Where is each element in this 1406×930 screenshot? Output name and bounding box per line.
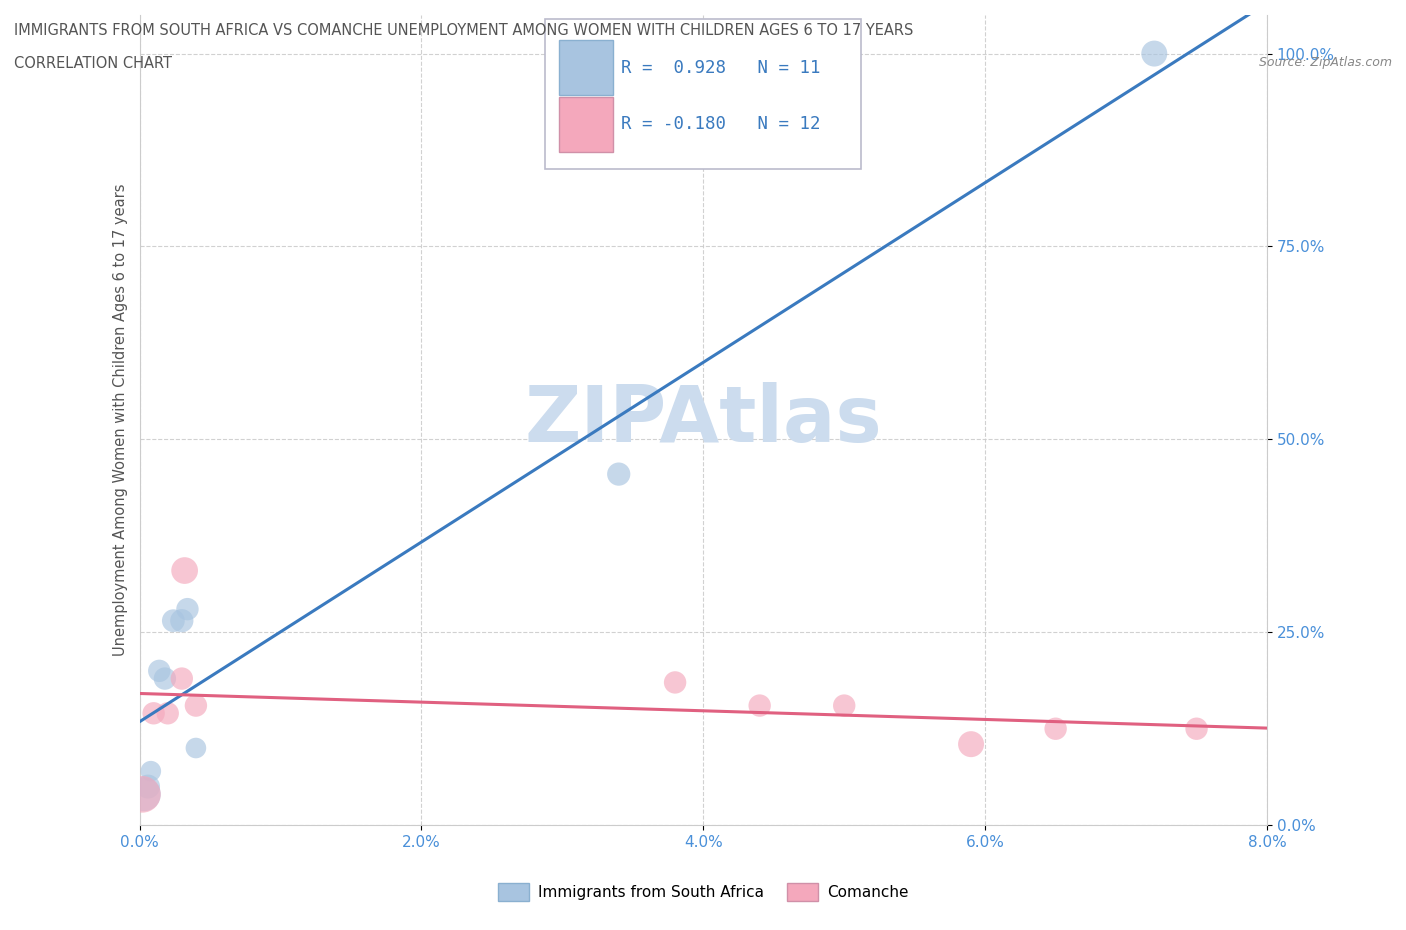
Point xyxy=(170,613,193,628)
FancyBboxPatch shape xyxy=(560,97,613,152)
Text: Source: ZipAtlas.com: Source: ZipAtlas.com xyxy=(1258,56,1392,69)
Point xyxy=(156,706,179,721)
Legend: Immigrants from South Africa, Comanche: Immigrants from South Africa, Comanche xyxy=(492,877,914,907)
Point xyxy=(1045,722,1067,737)
Point xyxy=(832,698,855,713)
Text: R =  0.928   N = 11: R = 0.928 N = 11 xyxy=(621,59,821,76)
Text: CORRELATION CHART: CORRELATION CHART xyxy=(14,56,172,71)
Point xyxy=(131,787,153,802)
Text: IMMIGRANTS FROM SOUTH AFRICA VS COMANCHE UNEMPLOYMENT AMONG WOMEN WITH CHILDREN : IMMIGRANTS FROM SOUTH AFRICA VS COMANCHE… xyxy=(14,23,914,38)
Text: R = -0.180   N = 12: R = -0.180 N = 12 xyxy=(621,115,821,133)
Point xyxy=(139,764,162,778)
FancyBboxPatch shape xyxy=(546,19,860,169)
FancyBboxPatch shape xyxy=(560,40,613,95)
Point xyxy=(176,602,198,617)
Point xyxy=(173,563,195,578)
Point xyxy=(153,671,176,686)
Point xyxy=(1185,722,1208,737)
Point xyxy=(184,740,207,755)
Point xyxy=(1143,46,1166,61)
Point xyxy=(170,671,193,686)
Point xyxy=(748,698,770,713)
Point xyxy=(607,467,630,482)
Point xyxy=(184,698,207,713)
Point xyxy=(142,706,165,721)
Point xyxy=(162,613,184,628)
Point xyxy=(132,787,155,802)
Y-axis label: Unemployment Among Women with Children Ages 6 to 17 years: Unemployment Among Women with Children A… xyxy=(114,184,128,657)
Text: ZIPAtlas: ZIPAtlas xyxy=(524,382,882,458)
Point xyxy=(136,779,159,794)
Point xyxy=(960,737,983,751)
Point xyxy=(148,663,170,678)
Point xyxy=(664,675,686,690)
